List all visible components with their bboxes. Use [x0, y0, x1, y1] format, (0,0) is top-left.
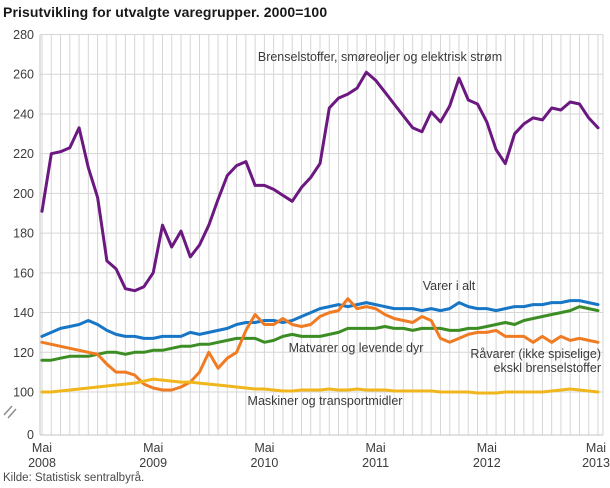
- series-line-0: [40, 70, 600, 293]
- series-label-ravarer-line2: ekskl brenselstoffer: [493, 360, 601, 375]
- series-label-matvarer: Matvarer og levende dyr: [288, 341, 424, 355]
- x-tick-month-label: Mai: [366, 441, 386, 455]
- series-line-3: [40, 297, 600, 392]
- y-tick-label: 260: [13, 68, 34, 82]
- x-tick-year-label: 2010: [250, 456, 278, 470]
- series-label-maskiner: Maskiner og transportmidler: [247, 394, 403, 408]
- axis-break-mark: [7, 408, 17, 419]
- y-tick-label: 120: [13, 346, 34, 360]
- source-note: Kilde: Statistisk sentralbyrå.: [3, 472, 145, 484]
- axis-break-mark: [3, 405, 13, 416]
- x-tick-month-label: Mai: [254, 441, 274, 455]
- x-tick-year-label: 2012: [473, 456, 501, 470]
- y-tick-label: 220: [13, 147, 34, 161]
- x-tick-month-label: Mai: [143, 441, 163, 455]
- series-line-4: [40, 377, 600, 395]
- series-label-ravarer-line1: Råvarer (ikke spiselige): [470, 347, 601, 361]
- y-tick-label: 240: [13, 107, 34, 121]
- x-tick-month-label: Mai: [586, 441, 606, 455]
- y-tick-label: 160: [13, 266, 34, 280]
- series-line-2: [40, 305, 600, 362]
- x-tick-month-label: Mai: [32, 441, 52, 455]
- series-line-1: [40, 299, 600, 340]
- x-tick-month-label: Mai: [477, 441, 497, 455]
- y-tick-label: 200: [13, 187, 34, 201]
- y-tick-label: 140: [13, 306, 34, 320]
- y-tick-label: 280: [13, 28, 34, 42]
- y-zero-label: 0: [27, 428, 34, 442]
- x-tick-year-label: 2009: [139, 456, 167, 470]
- y-tick-label: 100: [13, 386, 34, 400]
- y-tick-label: 180: [13, 227, 34, 241]
- x-tick-year-label: 2013: [582, 456, 610, 470]
- series-label-ravarer: Råvarer (ikke spiselige) ekskl brenselst…: [470, 347, 601, 375]
- x-tick-year-label: 2008: [28, 456, 56, 470]
- chart-title: Prisutvikling for utvalgte varegrupper. …: [3, 4, 328, 20]
- x-tick-year-label: 2011: [362, 456, 389, 470]
- series-label-varer-i-alt: Varer i alt: [422, 279, 476, 293]
- series-label-brenselstoffer: Brenselstoffer, smøreoljer og elektrisk …: [257, 50, 503, 64]
